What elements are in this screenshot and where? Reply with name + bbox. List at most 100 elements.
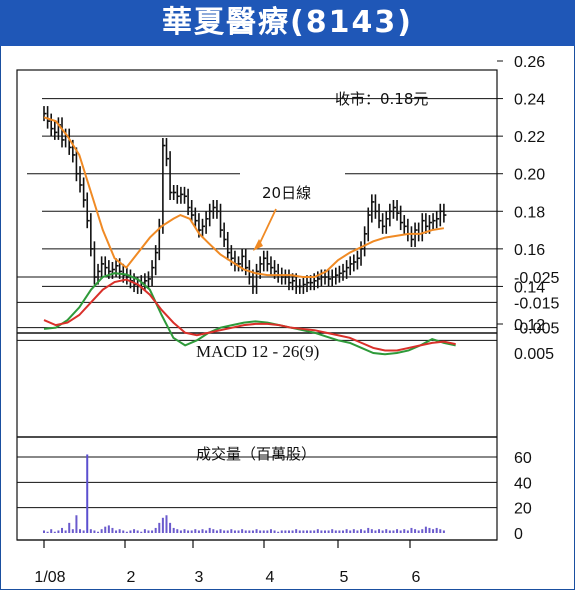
volume-bar — [129, 530, 132, 533]
volume-bar — [187, 530, 190, 533]
volume-bar — [179, 530, 182, 533]
volume-bar — [248, 530, 251, 533]
volume-bar — [241, 529, 244, 533]
volume-bar — [154, 527, 157, 533]
x-tick-label: 5 — [340, 569, 349, 586]
volume-bar — [122, 530, 125, 533]
volume-bar — [223, 530, 226, 533]
volume-bar — [259, 530, 262, 533]
volume-bar — [262, 530, 265, 533]
volume-bar — [381, 530, 384, 533]
volume-bar — [266, 530, 269, 533]
volume-bar — [320, 530, 323, 533]
volume-bar — [79, 529, 82, 533]
volume-bar — [309, 530, 312, 533]
price-y-tick-label: 0.24 — [514, 92, 545, 109]
volume-bar — [237, 530, 240, 533]
volume-bar — [133, 529, 136, 533]
volume-bar — [158, 522, 161, 533]
volume-bar — [399, 530, 402, 533]
volume-bar — [277, 531, 280, 533]
volume-bar — [100, 529, 103, 533]
volume-bar — [226, 530, 229, 533]
volume-bar — [327, 530, 330, 533]
volume-bar — [89, 529, 92, 533]
volume-bar — [215, 530, 218, 533]
volume-bar — [140, 531, 143, 533]
volume-bar — [147, 530, 150, 533]
volume-bar — [212, 529, 215, 533]
volume-bar — [342, 530, 345, 533]
volume-bar — [305, 530, 308, 533]
x-tick-label: 1/08 — [34, 569, 65, 586]
x-tick-label: 6 — [412, 569, 421, 586]
volume-bar — [287, 530, 290, 533]
ma-label-arrow — [257, 208, 277, 248]
volume-bar — [86, 454, 89, 533]
volume-bar — [169, 522, 172, 533]
volume-bar — [251, 530, 254, 533]
volume-bar — [396, 529, 399, 533]
price-y-tick-label: 0.14 — [514, 279, 545, 296]
volume-bar — [356, 530, 359, 533]
volume-bar — [46, 531, 49, 533]
volume-bar — [295, 529, 298, 533]
volume-bar — [442, 530, 445, 533]
volume-bar — [403, 529, 406, 533]
volume-bar — [93, 530, 96, 533]
volume-bar — [334, 530, 337, 533]
volume-bar — [118, 529, 121, 533]
volume-bar — [367, 527, 370, 533]
volume-bar — [143, 529, 146, 533]
volume-bar — [370, 529, 373, 533]
volume-bar — [107, 525, 110, 533]
x-tick-label: 3 — [195, 569, 204, 586]
volume-bar — [269, 529, 272, 533]
price-y-tick-label: 0.12 — [514, 317, 545, 334]
volume-bar — [43, 530, 45, 533]
volume-bar — [273, 530, 276, 533]
macd-title: MACD 12 - 26(9) — [196, 342, 319, 361]
volume-bar — [244, 530, 247, 533]
volume-bar — [75, 515, 78, 533]
volume-bar — [291, 530, 294, 533]
price-y-tick-label: 0.22 — [514, 129, 545, 146]
volume-bar — [151, 530, 154, 533]
macd-y-tick-label: -0.015 — [514, 295, 559, 312]
volume-bar — [97, 531, 100, 533]
volume-bar — [432, 529, 435, 533]
axes: 0.26 0.24 0.22 0.20 0.18 0.16 0.14 0.12 0.005 -0.… — [34, 54, 559, 586]
volume-bar — [392, 530, 395, 533]
volume-bar — [201, 529, 204, 533]
price-y-tick-label: 0.20 — [514, 167, 545, 184]
volume-bar — [428, 527, 431, 533]
macd-line-green — [43, 272, 456, 356]
volume-bar — [324, 530, 327, 533]
volume-bar — [111, 527, 114, 533]
volume-bar — [345, 529, 348, 533]
volume-bar — [363, 530, 366, 533]
volume-bar — [298, 530, 301, 533]
volume-bar — [190, 530, 193, 533]
volume-bar — [417, 530, 420, 533]
ma20-line — [43, 116, 445, 279]
volume-bar — [183, 529, 186, 533]
volume-bar — [230, 529, 233, 533]
volume-bar — [421, 529, 424, 533]
volume-bar — [165, 515, 168, 533]
volume-bar — [352, 529, 355, 533]
volume-bar — [406, 530, 409, 533]
volume-bar — [435, 527, 438, 533]
price-y-tick-label: 0.26 — [514, 54, 545, 71]
volume-bar — [53, 531, 56, 533]
volume-bar — [176, 529, 179, 533]
volume-bar — [302, 530, 305, 533]
volume-bar — [205, 530, 208, 533]
volume-bar — [161, 517, 164, 533]
volume-bar — [338, 530, 341, 533]
volume-bar — [316, 529, 319, 533]
volume-bar — [115, 530, 118, 533]
close-price-label: 收市：0.18元 — [335, 90, 428, 108]
volume-title: 成交量（百萬股） — [196, 445, 316, 463]
macd-y-tick-label: 0.005 — [514, 346, 554, 363]
